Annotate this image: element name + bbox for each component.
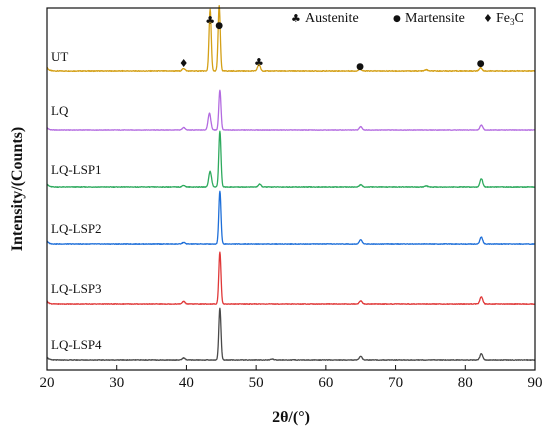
series-label-layer: UT LQ LQ-LSP1 LQ-LSP2 LQ-LSP3 LQ-LSP4 <box>51 49 102 352</box>
x-tick-label: 50 <box>249 375 264 391</box>
y-axis-title: Intensity/(Counts) <box>9 127 26 251</box>
series-label-lq-lsp1: LQ-LSP1 <box>51 162 102 177</box>
series-line-lq-lsp1 <box>46 130 536 188</box>
x-tick-label: 40 <box>179 375 194 391</box>
legend: ♣ Austenite ● Martensite ♦ Fe3C <box>291 11 524 27</box>
x-tick-label: 90 <box>528 375 543 391</box>
x-tick-layer: 20 30 40 50 60 70 80 90 <box>40 365 543 391</box>
series-layer <box>46 5 536 361</box>
legend-label-fe3c: Fe3C <box>496 11 524 27</box>
plot-frame <box>46 7 536 371</box>
x-axis-title: 2θ/(°) <box>272 409 310 426</box>
series-label-lq-lsp4: LQ-LSP4 <box>51 337 102 352</box>
annotation-dot-icon: ● <box>215 21 223 31</box>
series-label-lq-lsp3: LQ-LSP3 <box>51 281 102 296</box>
annotation-layer: ♣ ●♦ ♣ ● ● <box>179 14 485 72</box>
legend-fe3c-main: Fe <box>496 11 510 26</box>
x-tick-label: 70 <box>388 375 403 391</box>
x-tick-label: 20 <box>40 375 55 391</box>
annotation-club-icon: ♣ <box>254 56 264 69</box>
x-tick-label: 30 <box>109 375 124 391</box>
series-label-lq-lsp2: LQ-LSP2 <box>51 221 102 236</box>
legend-fe3c-sub: 3 <box>510 17 515 27</box>
legend-diamond-icon: ♦ <box>483 12 493 25</box>
series-line-lq <box>46 89 536 131</box>
series-line-lq-lsp2 <box>46 190 536 245</box>
annotation-club-icon: ♣ <box>205 14 215 27</box>
series-label-ut: UT <box>51 49 68 64</box>
legend-label-martensite: Martensite <box>405 11 465 26</box>
annotation-diamond-icon: ♦ <box>179 57 189 70</box>
legend-fe3c-suffix: C <box>515 11 524 26</box>
series-line-lq-lsp4 <box>46 307 536 361</box>
x-tick-label: 80 <box>458 375 473 391</box>
legend-label-austenite: Austenite <box>305 11 359 26</box>
annotation-dot-icon: ● <box>356 62 364 72</box>
series-label-lq: LQ <box>51 103 69 118</box>
legend-dot-icon: ● <box>393 14 401 24</box>
x-tick-label: 60 <box>318 375 333 391</box>
series-line-lq-lsp3 <box>46 251 536 305</box>
annotation-dot-icon: ● <box>477 59 485 69</box>
legend-club-icon: ♣ <box>291 12 301 25</box>
series-line-ut <box>46 5 536 73</box>
